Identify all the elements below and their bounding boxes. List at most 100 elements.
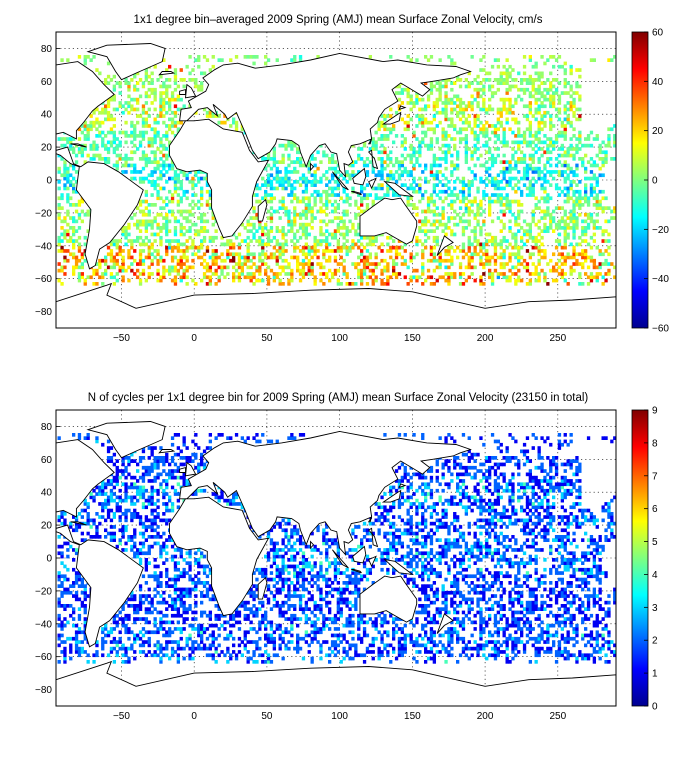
data-cell — [424, 209, 428, 214]
data-cell — [432, 104, 437, 109]
data-cell — [176, 245, 181, 250]
data-cell — [339, 219, 343, 224]
data-cell — [214, 235, 218, 240]
data-cell — [63, 660, 67, 664]
data-cell — [342, 268, 346, 273]
data-cell — [453, 107, 457, 112]
data-cell — [330, 157, 335, 161]
data-cell — [435, 242, 439, 247]
data-cell — [246, 640, 250, 644]
data-cell — [150, 258, 154, 263]
data-cell — [118, 268, 122, 273]
data-cell — [453, 143, 457, 148]
data-cell — [592, 636, 597, 641]
data-cell — [179, 242, 183, 247]
data-cell — [604, 660, 608, 664]
data-cell — [275, 272, 279, 276]
data-cell — [150, 173, 154, 178]
data-cell — [534, 117, 538, 122]
data-cell — [112, 124, 117, 128]
data-cell — [159, 258, 163, 263]
data-cell — [191, 193, 195, 197]
data-cell — [296, 650, 300, 654]
data-cell — [552, 265, 556, 270]
data-cell — [403, 87, 407, 92]
data-cell — [589, 636, 594, 641]
data-cell — [255, 268, 259, 273]
data-cell — [409, 278, 413, 283]
data-cell — [200, 627, 204, 631]
data-cell — [572, 180, 576, 184]
data-cell — [290, 239, 294, 243]
data-cell — [380, 150, 384, 155]
data-cell — [380, 653, 384, 658]
data-cell — [473, 124, 477, 128]
data-cell — [488, 239, 492, 243]
data-cell — [502, 173, 506, 178]
data-cell — [342, 189, 346, 194]
data-cell — [485, 643, 489, 648]
data-cell — [269, 216, 274, 220]
data-cell — [566, 189, 570, 194]
data-cell — [566, 166, 570, 171]
data-cell — [543, 140, 547, 145]
data-cell — [380, 120, 384, 125]
data-cell — [159, 623, 163, 628]
data-cell — [354, 242, 358, 247]
data-cell — [546, 209, 550, 214]
data-cell — [464, 646, 469, 651]
data-cell — [572, 255, 576, 260]
data-cell — [229, 245, 233, 250]
data-cell — [281, 636, 285, 641]
data-cell — [214, 255, 218, 260]
data-cell — [458, 97, 463, 102]
data-cell — [607, 643, 611, 648]
data-cell — [421, 249, 425, 253]
data-cell — [60, 245, 64, 250]
data-cell — [581, 239, 585, 243]
data-cell — [118, 245, 122, 250]
data-cell — [563, 117, 567, 122]
data-cell — [389, 255, 393, 260]
data-cell — [72, 183, 76, 187]
data-cell — [552, 216, 556, 220]
data-cell — [575, 640, 579, 644]
data-cell — [380, 272, 384, 276]
data-cell — [467, 166, 471, 171]
data-cell — [202, 252, 207, 257]
data-cell — [342, 650, 346, 654]
data-cell — [138, 630, 143, 635]
data-cell — [168, 272, 172, 276]
data-cell — [57, 196, 61, 201]
data-cell — [520, 235, 524, 240]
data-cell — [517, 209, 521, 214]
data-cell — [101, 643, 105, 648]
data-cell — [450, 163, 454, 168]
data-cell — [429, 163, 434, 168]
data-cell — [511, 640, 515, 644]
data-cell — [313, 196, 317, 201]
data-cell — [540, 249, 544, 253]
data-cell — [168, 630, 172, 635]
data-cell — [240, 653, 245, 658]
data-cell — [365, 196, 370, 201]
data-cell — [508, 219, 512, 224]
data-cell — [552, 268, 556, 273]
data-cell — [540, 120, 544, 125]
data-cell — [72, 219, 76, 224]
data-cell — [138, 249, 143, 253]
data-cell — [313, 163, 317, 168]
data-cell — [266, 58, 271, 62]
data-cell — [136, 275, 140, 280]
data-cell — [296, 268, 300, 273]
data-cell — [502, 196, 506, 201]
data-cell — [170, 653, 175, 658]
data-cell — [470, 209, 474, 214]
data-cell — [89, 143, 93, 148]
data-cell — [595, 275, 599, 280]
cycles-data-cells — [57, 433, 616, 664]
data-cell — [511, 153, 515, 158]
data-cell — [95, 153, 99, 158]
data-cell — [586, 222, 591, 227]
data-cell — [528, 222, 533, 227]
